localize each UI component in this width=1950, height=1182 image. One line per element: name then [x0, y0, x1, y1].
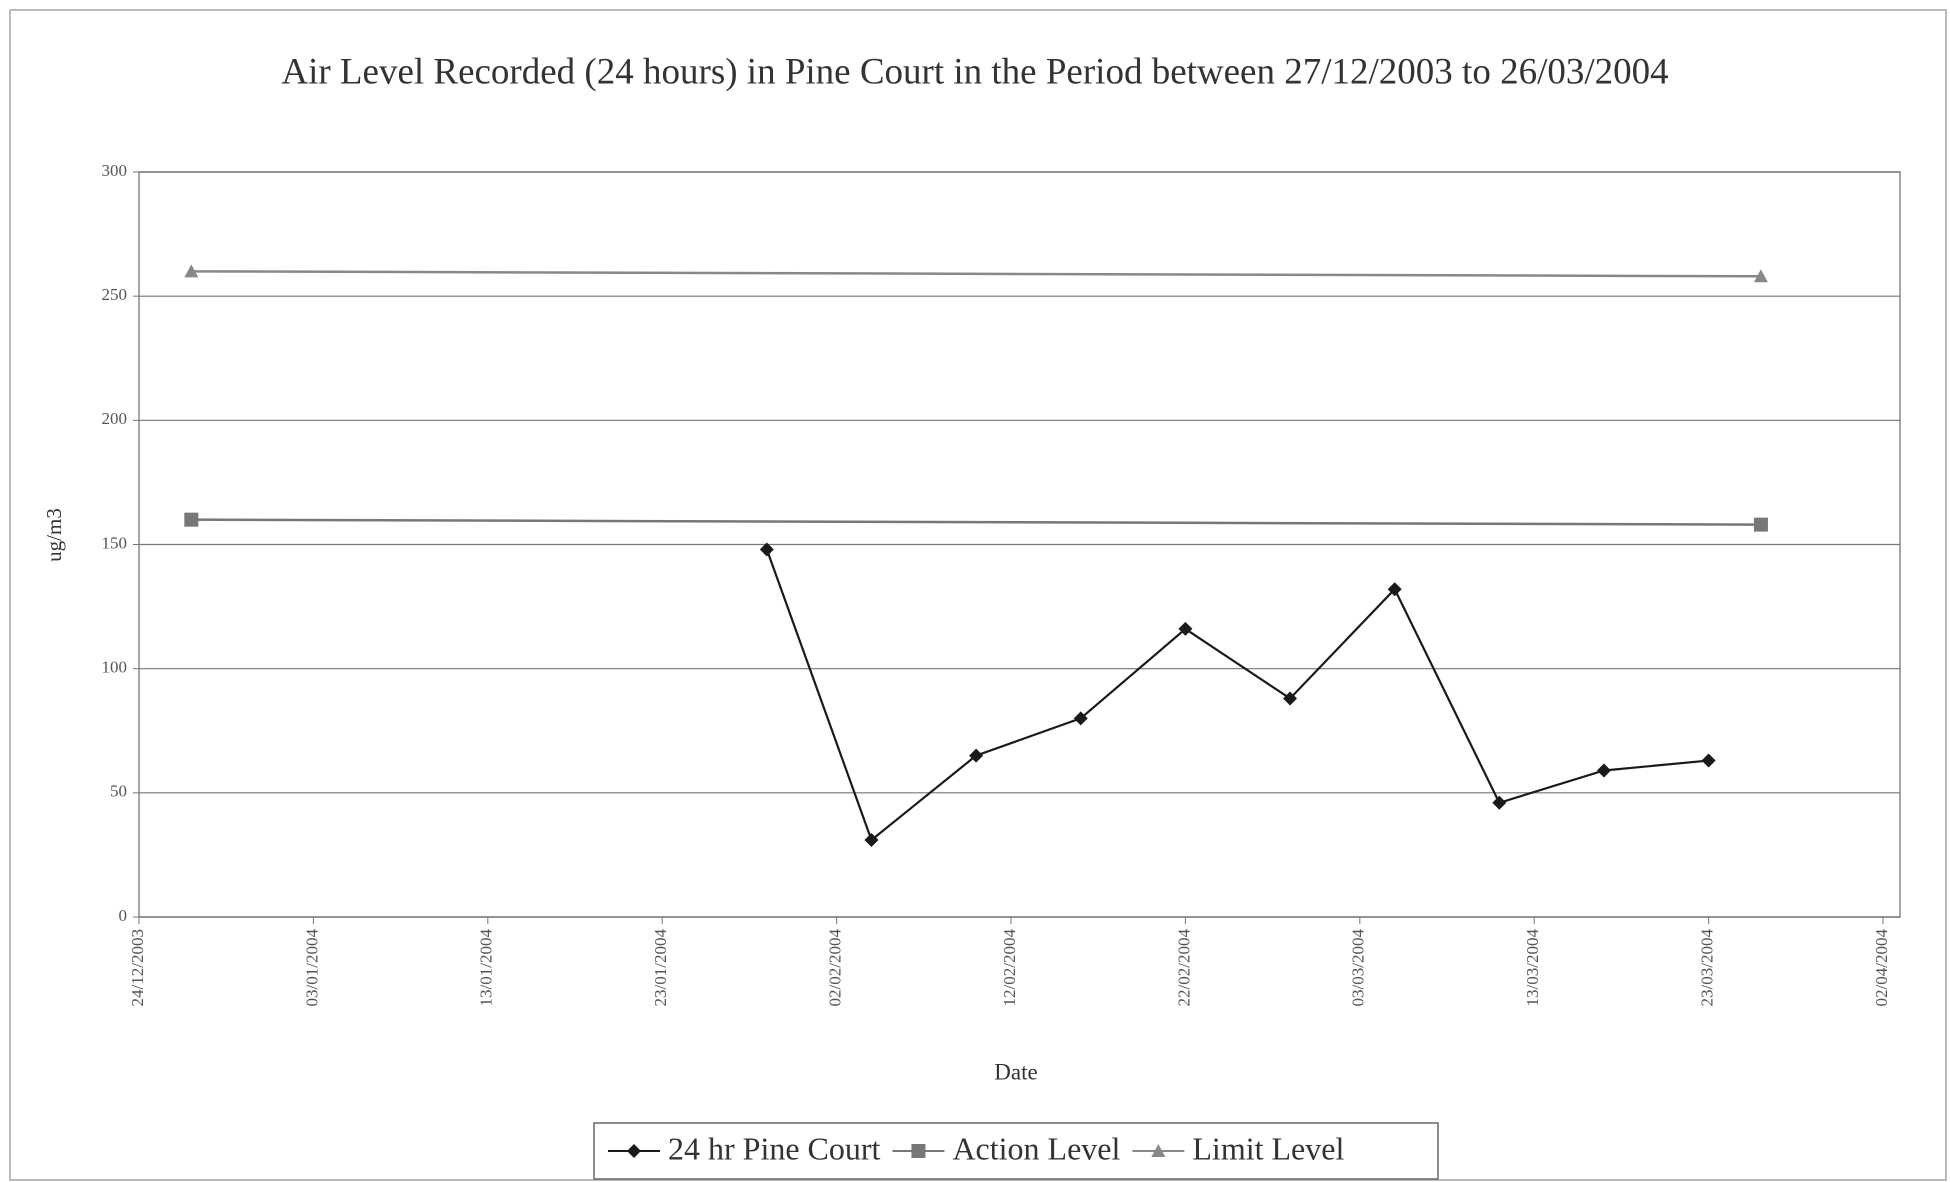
legend-label: Limit Level [1192, 1130, 1344, 1166]
marker [1073, 711, 1088, 726]
marker [1753, 517, 1768, 532]
legend-marker [627, 1144, 641, 1158]
y-tick-label: 300 [102, 161, 128, 180]
x-tick-label: 03/03/2004 [1349, 929, 1368, 1007]
marker [1283, 691, 1298, 706]
y-axis-label: ug/m3 [42, 508, 66, 562]
marker [1753, 269, 1768, 283]
marker [184, 512, 199, 527]
chart-title: Air Level Recorded (24 hours) in Pine Co… [281, 51, 1668, 92]
marker [969, 748, 984, 763]
chart-border [9, 9, 1947, 1181]
y-tick-label: 250 [102, 285, 128, 304]
x-tick-label: 23/03/2004 [1698, 929, 1717, 1007]
marker [1492, 795, 1507, 810]
marker [1701, 753, 1716, 768]
legend-label: 24 hr Pine Court [668, 1130, 881, 1166]
legend-box [593, 1122, 1439, 1180]
marker [1596, 763, 1611, 778]
y-tick-label: 50 [110, 782, 127, 801]
x-tick-label: 03/01/2004 [302, 929, 321, 1007]
x-tick-label: 13/03/2004 [1523, 929, 1542, 1007]
marker [184, 264, 199, 278]
legend-marker [1151, 1144, 1166, 1157]
series-line [765, 549, 1709, 842]
y-tick-label: 150 [102, 533, 128, 552]
legend-label: Action Level [952, 1130, 1120, 1166]
x-tick-label: 02/02/2004 [826, 929, 845, 1007]
x-axis-label: Date [994, 1059, 1037, 1084]
x-tick-label: 02/04/2004 [1872, 929, 1891, 1007]
x-tick-label: 13/01/2004 [477, 929, 496, 1007]
x-tick-label: 24/12/2003 [128, 929, 147, 1006]
marker [864, 833, 879, 848]
series-line [191, 518, 1761, 526]
y-tick-label: 100 [102, 658, 128, 677]
marker [1178, 621, 1193, 636]
x-tick-label: 23/01/2004 [651, 929, 670, 1007]
y-tick-label: 0 [119, 906, 128, 925]
marker [1387, 582, 1402, 597]
x-tick-label: 12/02/2004 [1000, 929, 1019, 1007]
x-tick-label: 22/02/2004 [1174, 929, 1193, 1007]
series-line [191, 270, 1761, 278]
marker [759, 542, 774, 557]
y-tick-label: 200 [102, 409, 128, 428]
legend-marker [911, 1144, 926, 1158]
